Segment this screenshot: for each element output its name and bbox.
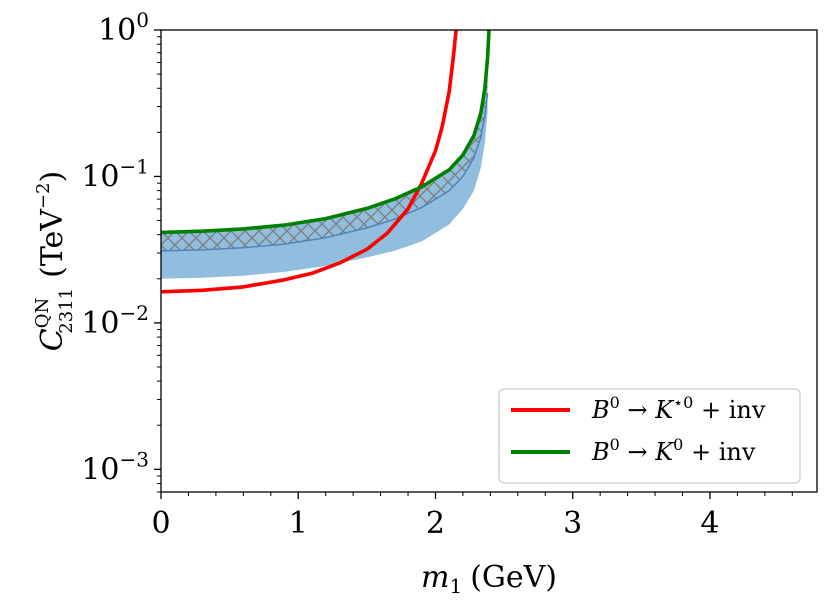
uncertainty-band [161, 76, 488, 279]
y-tick-label: 10−1 [81, 154, 149, 194]
plot-frame [160, 29, 818, 493]
legend-label-k-star: B0 → K⋆0 + inv [591, 393, 766, 424]
x-tick-label: 3 [563, 506, 582, 541]
x-tick-label: 4 [700, 506, 719, 541]
hatched-band-lower-edge [161, 93, 489, 252]
legend: B0 → K⋆0 + inv B0 → K0 + inv [498, 388, 801, 484]
legend-label-k0: B0 → K0 + inv [591, 435, 756, 466]
y-tick-label: 10−3 [81, 447, 149, 487]
series-line-0 [161, 30, 458, 294]
y-tick-label: 100 [98, 8, 149, 48]
hatched-band [161, 79, 488, 251]
x-tick-label: 0 [151, 506, 170, 541]
series-line-1 [161, 30, 491, 235]
x-axis-label: m1 (GeV) [421, 560, 557, 598]
x-tick-label: 1 [289, 506, 308, 541]
legend-box [498, 388, 801, 484]
x-tick-label: 2 [426, 506, 445, 541]
y-axis-label: CQN 2311(TeV−2) [32, 171, 77, 351]
y-tick-label: 10−2 [81, 301, 149, 341]
